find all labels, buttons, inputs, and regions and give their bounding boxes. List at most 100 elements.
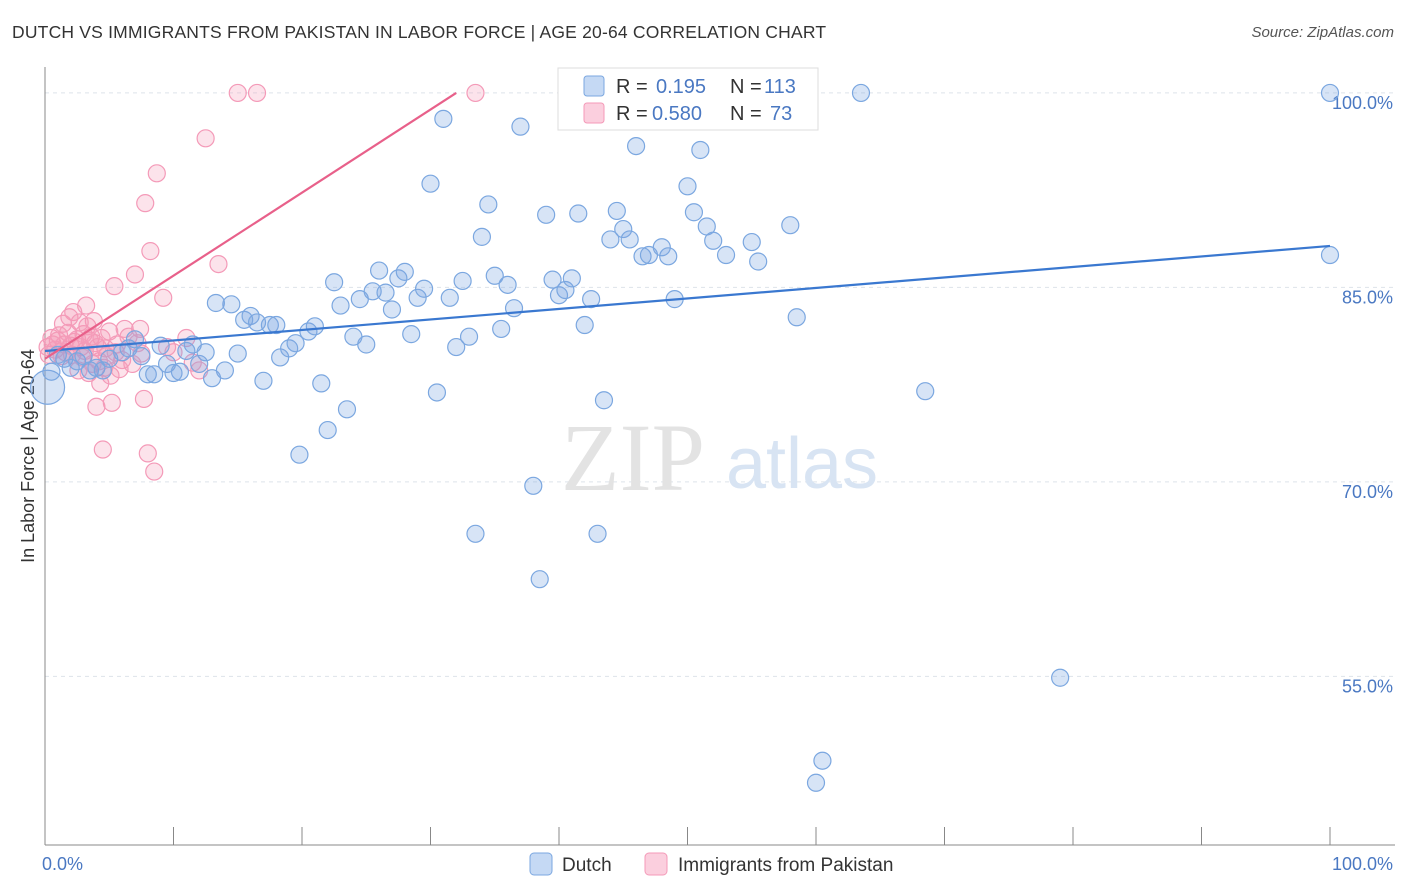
dutch-point-96 (678, 177, 697, 196)
dutch-point-75 (530, 570, 549, 589)
dutch-point-74 (524, 476, 543, 495)
axes (44, 67, 1395, 846)
bottom-legend-label-pakistan: Immigrants from Pakistan (678, 855, 893, 876)
dutch-point-56 (402, 325, 421, 344)
x-tick-label-0: 0.0% (42, 854, 83, 874)
pakistan-point-32 (87, 397, 106, 416)
series-pakistan-points (38, 83, 485, 481)
dutch-point-42 (312, 374, 331, 393)
dutch-point-31 (241, 306, 260, 326)
bottom-legend: Dutch Immigrants from Pakistan (529, 852, 893, 876)
dutch-point-66 (466, 524, 485, 543)
dutch-point-110 (1051, 668, 1070, 687)
dutch-point-58 (414, 279, 434, 298)
pakistan-point-58 (138, 444, 157, 463)
watermark-atlas: atlas (726, 424, 878, 504)
x-tick-label-1: 100.0% (1332, 854, 1393, 874)
dutch-point-103 (749, 252, 768, 271)
dutch-point-35 (267, 315, 286, 335)
pakistan-point-72 (466, 83, 485, 103)
dutch-point-44 (325, 273, 344, 292)
dutch-point-76 (537, 205, 556, 224)
pakistan-point-37 (93, 440, 112, 459)
dutch-point-84 (588, 524, 607, 543)
pakistan-point-59 (141, 242, 160, 261)
trend-line-dutch (44, 244, 1331, 353)
series-dutch-points (29, 83, 1340, 792)
pakistan-point-69 (209, 254, 228, 274)
dutch-point-59 (421, 174, 440, 193)
dutch-point-21 (177, 341, 196, 361)
trend-lines (44, 92, 1331, 360)
dutch-point-93 (652, 238, 671, 257)
dutch-point-14 (132, 347, 151, 366)
dutch-point-13 (125, 330, 145, 349)
dutch-point-111 (1320, 83, 1340, 103)
legend-n-value-dutch: 113 (764, 76, 796, 98)
dutch-point-53 (382, 300, 402, 319)
dutch-point-49 (357, 335, 376, 354)
dutch-point-68 (479, 195, 498, 214)
dutch-point-57 (408, 288, 427, 307)
dutch-point-83 (582, 290, 601, 309)
dutch-point-62 (440, 288, 459, 307)
dutch-point-45 (331, 296, 350, 315)
dutch-point-33 (254, 371, 273, 390)
dutch-point-86 (601, 230, 620, 249)
dutch-point-77 (543, 270, 562, 289)
bottom-legend-swatch-dutch (529, 852, 553, 876)
y-axis-label: In Labor Force | Age 20-64 (18, 349, 38, 563)
dutch-point-102 (742, 232, 761, 252)
dutch-point-101 (716, 245, 736, 265)
dutch-point-16 (145, 365, 164, 384)
dutch-point-90 (626, 136, 646, 156)
dutch-point-29 (228, 344, 247, 363)
dutch-point-52 (376, 283, 395, 302)
dutch-point-91 (633, 247, 652, 266)
dutch-point-61 (434, 109, 453, 128)
dutch-point-100 (704, 231, 723, 250)
y-tick-labels: 55.0% 70.0% 85.0% 100.0% (1332, 93, 1393, 697)
pakistan-point-60 (145, 462, 164, 481)
y-tick-label-1: 70.0% (1342, 482, 1393, 502)
dutch-point-88 (614, 219, 633, 239)
dutch-point-85 (594, 391, 614, 410)
bottom-legend-swatch-pakistan (644, 852, 668, 876)
watermark-zip: ZIP (561, 404, 705, 511)
legend-r-value-dutch: 0.195 (656, 76, 706, 98)
legend-n-label-pakistan: N = (730, 103, 762, 125)
pakistan-point-24 (77, 296, 96, 315)
legend-r-label-dutch: R = (616, 76, 648, 98)
legend-n-value-pakistan: 73 (770, 103, 792, 125)
pakistan-point-71 (247, 83, 267, 103)
pakistan-point-43 (102, 393, 121, 412)
y-tick-label-3: 100.0% (1332, 93, 1393, 113)
dutch-point-80 (562, 269, 581, 288)
x-tick-labels: 0.0% 100.0% (42, 854, 1393, 874)
legend-swatch-pakistan (583, 102, 605, 124)
dutch-point-98 (691, 140, 710, 160)
dutch-point-9 (93, 361, 112, 380)
dutch-point-39 (290, 445, 309, 464)
dutch-point-15 (138, 365, 157, 384)
dutch-point-69 (485, 266, 504, 285)
legend-r-value-pakistan: 0.580 (652, 103, 702, 125)
dutch-point-65 (459, 327, 479, 346)
dutch-point-79 (556, 280, 575, 300)
bottom-legend-label-dutch: Dutch (562, 855, 612, 876)
pakistan-point-52 (125, 265, 145, 284)
legend-swatch-dutch (583, 75, 605, 97)
pakistan-point-61 (147, 164, 166, 183)
legend-n-label-dutch: N = (730, 76, 762, 98)
dutch-point-87 (607, 201, 626, 221)
pakistan-point-44 (105, 277, 124, 296)
dutch-point-109 (916, 382, 935, 401)
chart-title: DUTCH VS IMMIGRANTS FROM PAKISTAN IN LAB… (12, 22, 827, 42)
dutch-point-46 (337, 400, 357, 419)
dutch-point-24 (196, 343, 215, 362)
dutch-point-97 (684, 203, 704, 222)
dutch-point-55 (395, 262, 414, 281)
trend-line-pakistan (44, 92, 457, 360)
dutch-point-1 (42, 362, 61, 381)
